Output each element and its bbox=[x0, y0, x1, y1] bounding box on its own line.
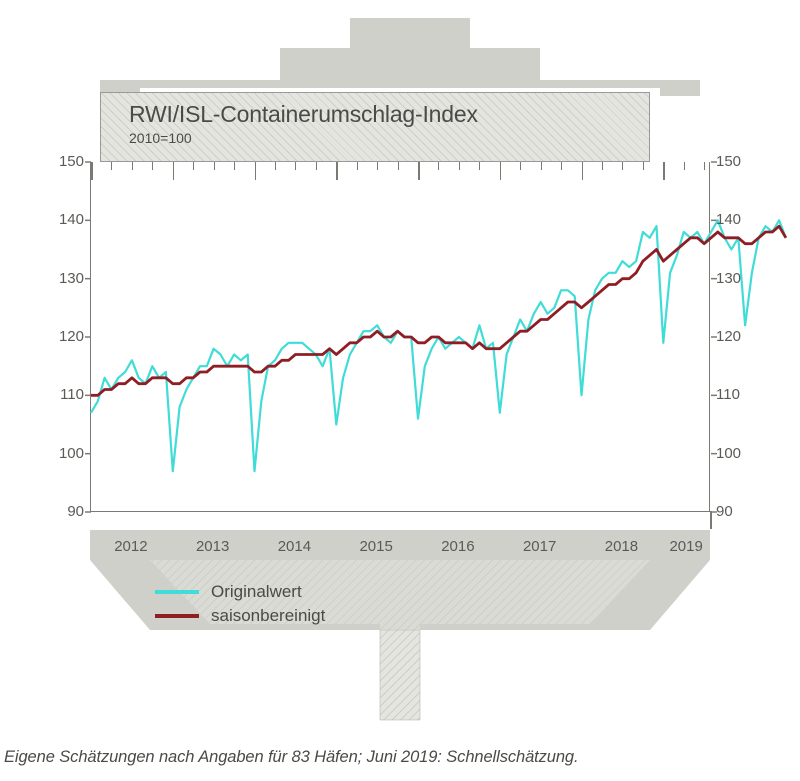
chart-title-box: RWI/ISL-Containerumschlag-Index 2010=100 bbox=[100, 92, 650, 162]
y-tick-label: 150 bbox=[44, 153, 84, 170]
y-tick-label: 90 bbox=[716, 503, 756, 520]
legend-swatch-seasonal bbox=[155, 614, 199, 618]
legend-item-original: Originalwert bbox=[155, 582, 325, 602]
legend-label-seasonal: saisonbereinigt bbox=[211, 606, 325, 626]
chart-figure: RWI/ISL-Containerumschlag-Index 2010=100… bbox=[0, 0, 800, 781]
y-tick-label: 120 bbox=[44, 328, 84, 345]
y-tick-label: 120 bbox=[716, 328, 756, 345]
line-saisonbereinigt bbox=[91, 226, 786, 395]
legend-item-seasonal: saisonbereinigt bbox=[155, 606, 325, 626]
x-year-label: 2017 bbox=[510, 538, 570, 555]
y-tick-label: 140 bbox=[716, 211, 756, 228]
x-year-label: 2016 bbox=[428, 538, 488, 555]
line-originalwert bbox=[91, 220, 786, 471]
y-tick-label: 100 bbox=[44, 445, 84, 462]
legend: Originalwert saisonbereinigt bbox=[155, 582, 325, 630]
y-tick-label: 110 bbox=[716, 386, 756, 403]
y-tick-label: 90 bbox=[44, 503, 84, 520]
x-year-label: 2019 bbox=[656, 538, 716, 555]
y-tick-label: 100 bbox=[716, 445, 756, 462]
y-tick-label: 140 bbox=[44, 211, 84, 228]
x-year-label: 2014 bbox=[264, 538, 324, 555]
footnote: Eigene Schätzungen nach Angaben für 83 H… bbox=[4, 748, 579, 767]
x-year-label: 2018 bbox=[591, 538, 651, 555]
y-tick-label: 150 bbox=[716, 153, 756, 170]
legend-swatch-original bbox=[155, 590, 199, 594]
x-year-label: 2013 bbox=[183, 538, 243, 555]
chart-title: RWI/ISL-Containerumschlag-Index bbox=[129, 101, 621, 128]
chart-subtitle: 2010=100 bbox=[129, 130, 621, 146]
y-tick-label: 110 bbox=[44, 386, 84, 403]
y-tick-label: 130 bbox=[716, 270, 756, 287]
plot-svg bbox=[91, 162, 711, 512]
chart-area: 90100110120130140150 9010011012013014015… bbox=[40, 162, 760, 552]
plot-region bbox=[90, 162, 710, 512]
y-tick-label: 130 bbox=[44, 270, 84, 287]
x-year-label: 2015 bbox=[346, 538, 406, 555]
x-year-label: 2012 bbox=[101, 538, 161, 555]
legend-label-original: Originalwert bbox=[211, 582, 302, 602]
